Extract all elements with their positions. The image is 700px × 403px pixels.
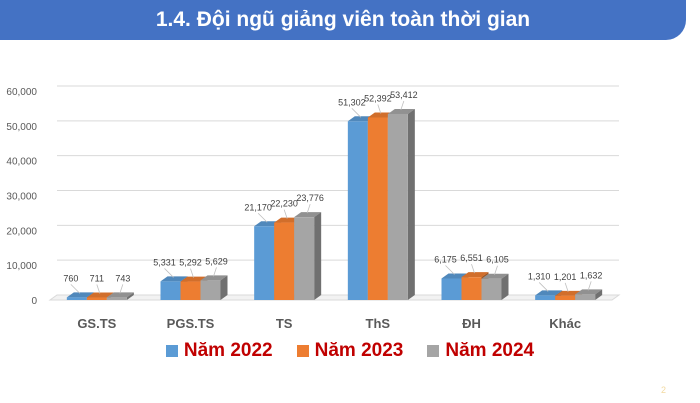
bar-side [407,108,415,300]
data-label: 53,412 [390,90,418,100]
legend-swatch-2023 [296,345,309,357]
data-label: 5,629 [205,256,228,266]
data-label: 23,776 [296,193,324,203]
data-label: 1,201 [554,272,577,282]
data-label-leader [494,265,498,275]
bar-TS-Năm 2023 [274,222,295,300]
legend-item-2022: Năm 2022 [165,340,273,362]
bar-PGS.TS-Năm 2022 [160,281,181,300]
bar-side [501,273,509,300]
title-banner: 1.4. Đội ngũ giảng viên toàn thời gian [0,0,686,40]
bar-Khác-Năm 2024 [575,294,596,300]
bar-side [126,292,134,300]
y-tick-label: 60,000 [6,87,37,98]
bar-GS.TS-Năm 2022 [66,297,87,300]
bar-ThS-Năm 2023 [367,117,388,301]
bar-side [220,275,228,300]
x-category-label: GS.TS [77,316,116,331]
bar-top [387,108,415,114]
data-label: 52,392 [364,94,392,104]
data-label: 5,331 [153,257,176,267]
legend-label-2024: Năm 2024 [445,340,535,361]
x-category-label: ĐH [462,316,481,331]
bar-top [86,292,114,298]
legend-swatch-2022 [165,345,178,357]
bar-GS.TS-Năm 2024 [106,297,127,300]
x-category-label: PGS.TS [167,316,215,331]
bar-Khác-Năm 2022 [535,295,556,300]
data-label-leader [164,268,174,278]
data-label-leader [351,108,362,118]
bar-top [461,272,489,278]
bar-side [314,212,322,300]
chart-floor [48,294,621,301]
data-label: 711 [90,274,104,284]
y-tick-label: 40,000 [6,157,37,168]
data-label: 6,551 [460,253,483,263]
data-label-leader [587,281,592,291]
data-label-leader [400,100,405,111]
x-category-label: ThS [366,316,391,331]
bar-PGS.TS-Năm 2024 [200,280,221,300]
bar-TS-Năm 2024 [294,217,315,300]
y-tick-label: 10,000 [6,261,37,272]
bar-top [481,273,509,279]
data-label: 6,105 [486,255,509,265]
data-label: 51,302 [338,97,366,107]
bar-GS.TS-Năm 2023 [86,297,107,300]
legend-label-2022: Năm 2022 [183,340,273,361]
data-label: 6,175 [434,254,457,264]
data-label-leader [190,268,194,278]
legend-swatch-2024 [427,345,440,357]
data-label-leader [471,264,475,274]
y-tick-label: 20,000 [6,226,37,237]
data-label-leader [70,284,81,294]
data-label-leader [119,284,124,294]
data-label-leader [538,282,549,292]
data-label-leader [96,284,101,294]
data-label: 760 [63,273,78,283]
bar-ĐH-Năm 2022 [441,278,462,300]
bar-top [535,290,563,296]
slide-title: 1.4. Đội ngũ giảng viên toàn thời gian [155,8,531,31]
bar-top [106,292,134,298]
bar-ĐH-Năm 2024 [481,278,502,300]
data-label: 1,310 [528,271,551,281]
data-label-leader [564,282,569,292]
legend-item-2023: Năm 2023 [296,340,404,362]
bar-PGS.TS-Năm 2023 [180,281,201,300]
legend-label-2023: Năm 2023 [314,340,404,361]
bar-top [66,292,94,298]
x-category-label: TS [276,316,293,331]
bar-top [200,275,228,281]
y-tick-label: 50,000 [6,122,37,133]
chart-legend: Năm 2022 Năm 2023 Năm 2024 [0,338,700,364]
data-label: 743 [115,273,130,283]
data-label: 1,632 [580,270,603,280]
bar-TS-Năm 2022 [254,226,275,300]
data-label: 21,170 [244,202,272,212]
bar-side [595,289,603,300]
data-label-leader [257,212,268,223]
bar-Khác-Năm 2023 [555,295,576,300]
bar-top [294,212,322,218]
y-tick-label: 30,000 [6,192,37,203]
data-label-leader [283,209,288,219]
data-label-leader [445,265,455,275]
data-label-leader [306,204,311,214]
y-tick-label: 0 [31,296,37,307]
data-label-leader [213,267,217,277]
bar-top [160,276,188,282]
bar-ThS-Năm 2022 [347,121,368,300]
data-label: 5,292 [179,258,202,268]
data-label: 22,230 [270,199,298,209]
slide-number: 2 [660,385,666,395]
bar-ĐH-Năm 2023 [461,277,482,300]
legend-item-2024: Năm 2024 [427,340,534,362]
bar-ThS-Năm 2024 [387,113,408,300]
x-category-label: Khác [549,316,581,331]
bar-top [575,289,603,295]
data-label-leader [377,104,382,114]
